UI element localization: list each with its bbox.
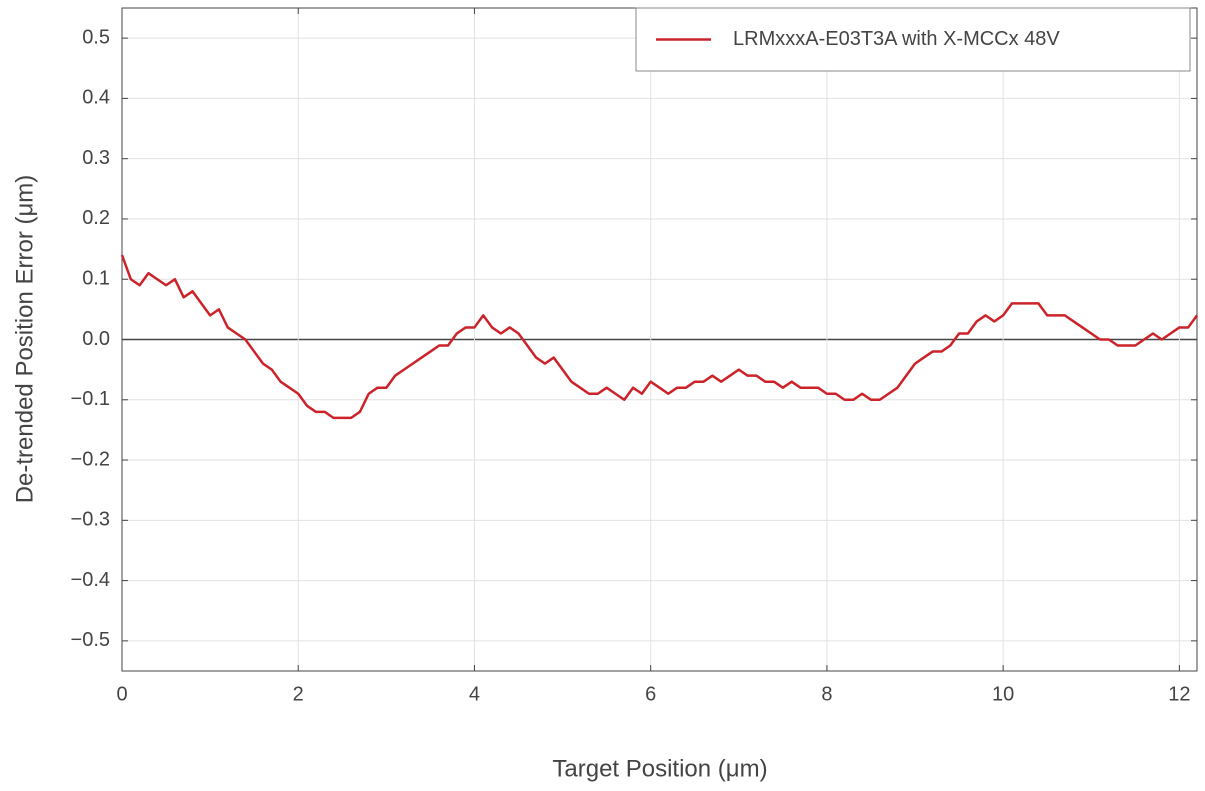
y-tick-label: 0.3 (82, 147, 110, 169)
legend-box (635, 7, 1191, 72)
x-tick-label: 8 (821, 683, 832, 705)
y-tick-label: −0.5 (71, 629, 110, 651)
y-tick-label: 0.2 (82, 207, 110, 229)
y-tick-label: 0.4 (82, 87, 110, 109)
y-tick-label: −0.2 (71, 448, 110, 470)
y-tick-label: −0.3 (71, 509, 110, 531)
y-tick-label: 0.0 (82, 328, 110, 350)
y-axis-label: De-trended Position Error (μm) (11, 175, 38, 504)
x-tick-label: 10 (992, 683, 1014, 705)
x-tick-label: 4 (469, 683, 480, 705)
x-tick-label: 12 (1168, 683, 1190, 705)
x-tick-label: 6 (645, 683, 656, 705)
x-tick-label: 2 (293, 683, 304, 705)
x-tick-label: 0 (116, 683, 127, 705)
legend-label: LRMxxxA-E03T3A with X-MCCx 48V (733, 28, 1060, 50)
data-line (120, 254, 1199, 420)
y-tick-label: −0.4 (71, 569, 110, 591)
y-tick-label: −0.1 (71, 388, 110, 410)
y-tick-label: 0.1 (82, 268, 110, 290)
x-axis-label: Target Position (μm) (552, 755, 767, 782)
y-tick-label: 0.5 (82, 26, 110, 48)
